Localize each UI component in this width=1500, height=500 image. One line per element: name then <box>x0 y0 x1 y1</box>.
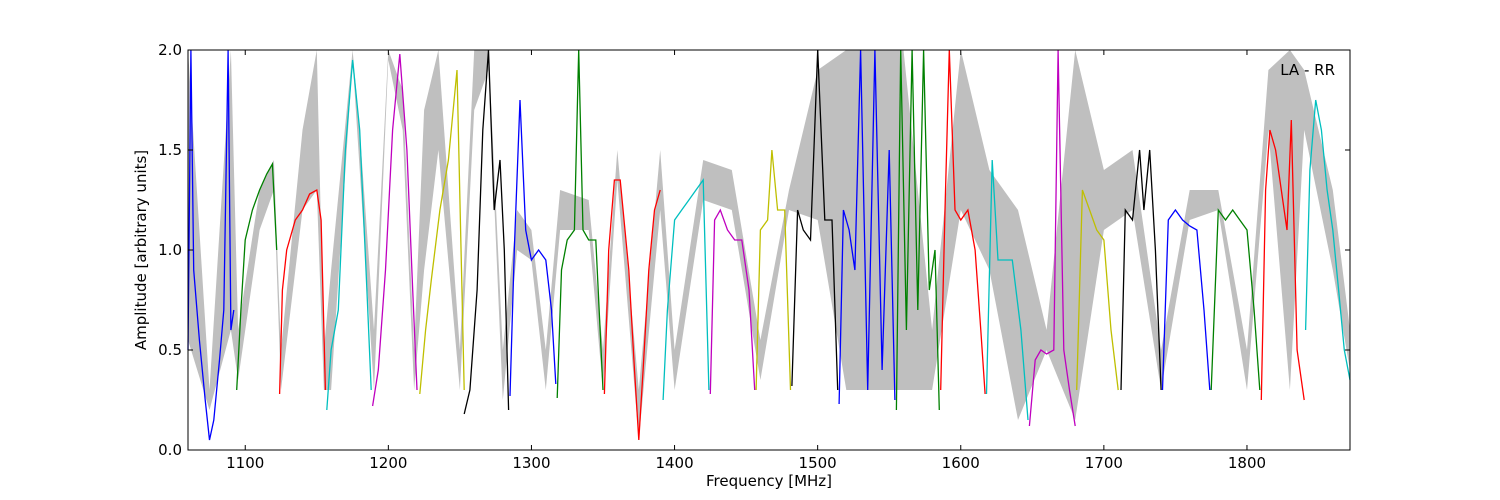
series-line-8 <box>509 99 557 397</box>
x-axis-label: Frequency [MHz] <box>706 472 832 490</box>
x-axis: 1100 1200 1300 1400 1500 1600 1700 1800 <box>226 50 1266 472</box>
background-envelope <box>188 50 1350 440</box>
series-line-16 <box>895 49 940 411</box>
series-line-22 <box>1161 208 1211 391</box>
series-line-5 <box>371 53 418 407</box>
series-line-25 <box>1304 99 1351 381</box>
series-line-6 <box>419 69 465 395</box>
x-tick-label: 1700 <box>1085 454 1123 472</box>
x-tick-label: 1300 <box>512 454 550 472</box>
y-tick-label: 2.0 <box>158 41 182 59</box>
y-tick-label: 0.0 <box>158 441 182 459</box>
series-line-2 <box>236 161 278 391</box>
series-line-1 <box>187 49 235 441</box>
series-line-23 <box>1210 208 1261 391</box>
series-line-10 <box>603 179 661 441</box>
x-tick-label: 1500 <box>799 454 837 472</box>
series-line-15 <box>838 49 896 405</box>
series-line-13 <box>755 149 792 391</box>
y-tick-label: 1.0 <box>158 241 182 259</box>
envelope-band <box>188 50 1350 440</box>
series-line-18 <box>985 159 1029 421</box>
series-line-4 <box>326 59 372 411</box>
x-tick-label: 1600 <box>942 454 980 472</box>
plot-annotation: LA - RR <box>1280 61 1335 79</box>
series-layer <box>187 49 1351 441</box>
y-axis: 0.0 0.5 1.0 1.5 2.0 <box>158 41 1350 459</box>
y-tick-label: 0.5 <box>158 341 182 359</box>
series-line-17 <box>940 49 986 395</box>
series-line-24 <box>1260 119 1305 401</box>
x-tick-label: 1200 <box>369 454 407 472</box>
series-line-20 <box>1076 189 1119 391</box>
series-line-19 <box>1028 49 1076 427</box>
series-line-14 <box>791 49 839 391</box>
x-tick-label: 1100 <box>226 454 264 472</box>
y-tick-label: 1.5 <box>158 141 182 159</box>
y-axis-label: Amplitude [arbitrary units] <box>132 150 150 350</box>
x-tick-label: 1400 <box>655 454 693 472</box>
x-tick-label: 1800 <box>1228 454 1266 472</box>
series-line-12 <box>709 208 756 395</box>
series-line-11 <box>662 178 710 401</box>
series-line-3 <box>278 188 327 395</box>
series-line-21 <box>1120 149 1162 391</box>
